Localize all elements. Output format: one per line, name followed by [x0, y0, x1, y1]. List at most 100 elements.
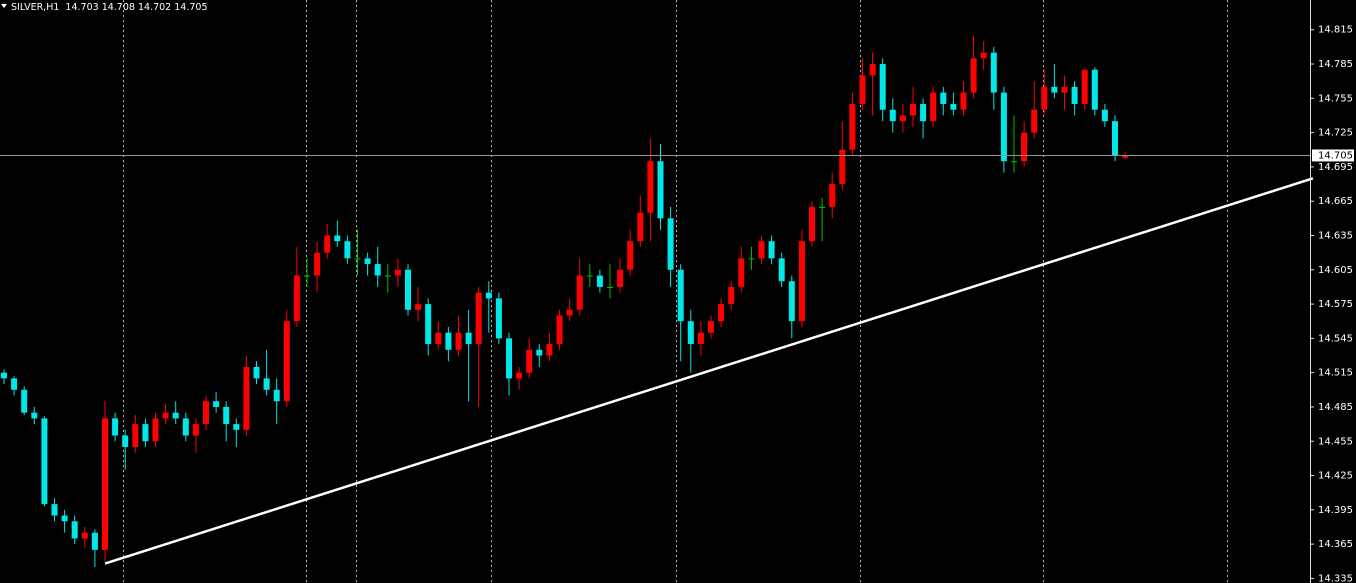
candle-body	[112, 418, 119, 436]
symbol: SILVER,H1	[11, 2, 59, 13]
candle-body	[41, 418, 48, 505]
y-tick-label: 14.335	[1318, 573, 1353, 583]
candle-body	[293, 275, 300, 322]
candle-body	[697, 332, 704, 345]
y-tick-label: 14.635	[1318, 230, 1353, 241]
candle-body	[1, 372, 7, 379]
candle-body	[889, 109, 896, 122]
y-tick-label: 14.665	[1318, 196, 1353, 207]
y-tick-label: 14.515	[1318, 368, 1353, 379]
y-tick-label: 14.395	[1318, 505, 1353, 516]
candle-body	[122, 435, 129, 447]
candle-body	[1011, 161, 1017, 163]
candle-body	[71, 521, 78, 539]
candle-body	[829, 184, 836, 207]
header-high: 14.708	[102, 2, 135, 13]
candle-body	[304, 275, 310, 277]
candle-body	[435, 332, 442, 345]
candle-body	[960, 92, 967, 110]
candle-body	[778, 258, 785, 282]
candle-body	[586, 275, 593, 277]
candle-body	[718, 304, 725, 322]
candle-body	[566, 309, 573, 316]
candle-body	[415, 304, 422, 310]
candle-body	[677, 269, 684, 322]
candle-body	[738, 258, 745, 287]
candle-body	[384, 275, 391, 277]
candle-body	[556, 315, 563, 345]
candle-body	[869, 64, 876, 76]
candle-body	[81, 532, 88, 539]
price-label-box	[1312, 149, 1354, 162]
candle-body	[728, 286, 735, 305]
header-open: 14.703	[65, 2, 98, 13]
y-tick-label: 14.425	[1318, 471, 1353, 482]
candle-body	[576, 275, 583, 310]
candle-body	[920, 104, 927, 122]
y-tick-label: 14.755	[1318, 93, 1353, 104]
candle-body	[708, 321, 714, 333]
candle-body	[788, 281, 795, 322]
candle-body	[394, 269, 401, 276]
candle-body	[1081, 69, 1088, 105]
candle-body	[364, 258, 371, 265]
candle-body	[748, 258, 755, 260]
candle-body	[899, 115, 906, 122]
y-tick-label: 14.455	[1318, 436, 1353, 447]
candle-body	[980, 52, 987, 59]
candle-body	[233, 424, 240, 430]
candle-body	[910, 104, 916, 116]
y-tick-label: 14.695	[1318, 162, 1353, 173]
candle-body	[223, 406, 230, 425]
candle-body	[1021, 132, 1028, 162]
y-tick-label: 14.575	[1318, 299, 1353, 310]
candle-body	[162, 412, 169, 419]
candle-body	[334, 235, 341, 242]
candle-body	[465, 332, 472, 345]
chart-header: SILVER,H1 14.703 14.708 14.702 14.705	[11, 2, 208, 13]
candle-body	[516, 372, 523, 379]
candle-body	[283, 321, 290, 402]
candle-body	[203, 401, 209, 425]
candle-body	[1031, 109, 1038, 133]
candle-body	[1101, 109, 1108, 122]
candle-body	[152, 418, 159, 442]
candle-body	[445, 332, 452, 350]
candle-body	[1091, 69, 1098, 110]
candle-body	[1051, 86, 1058, 93]
candle-body	[506, 338, 512, 379]
candle-body	[182, 418, 189, 436]
candle-body	[192, 424, 199, 436]
y-tick-label: 14.545	[1318, 333, 1353, 344]
candle-body	[859, 75, 866, 105]
candle-body	[495, 298, 502, 339]
candle-body	[1112, 121, 1118, 156]
candle-body	[455, 332, 462, 350]
candle-body	[475, 292, 482, 345]
header-low: 14.702	[138, 2, 171, 13]
price-label: 14.705	[1318, 150, 1353, 161]
plot-area	[0, 0, 1314, 583]
candle-body	[596, 275, 603, 287]
candle-body	[667, 218, 674, 270]
candle-body	[172, 412, 179, 419]
candle-body	[647, 161, 654, 213]
candle-body	[91, 532, 98, 550]
candle-body	[405, 269, 411, 310]
candle-body	[31, 412, 38, 419]
candle-body	[142, 424, 149, 442]
menu-arrow[interactable]	[1, 4, 7, 8]
candle-body	[657, 161, 664, 219]
y-tick-label: 14.725	[1318, 128, 1353, 139]
y-tick-label: 14.365	[1318, 539, 1353, 550]
candle-body	[374, 264, 381, 276]
candle-body	[940, 92, 947, 105]
candle-body	[21, 389, 28, 413]
candle-body	[819, 206, 826, 208]
candle-body	[243, 366, 250, 430]
candle-body	[61, 515, 68, 522]
candle-body	[273, 389, 280, 402]
candle-body	[11, 378, 18, 390]
